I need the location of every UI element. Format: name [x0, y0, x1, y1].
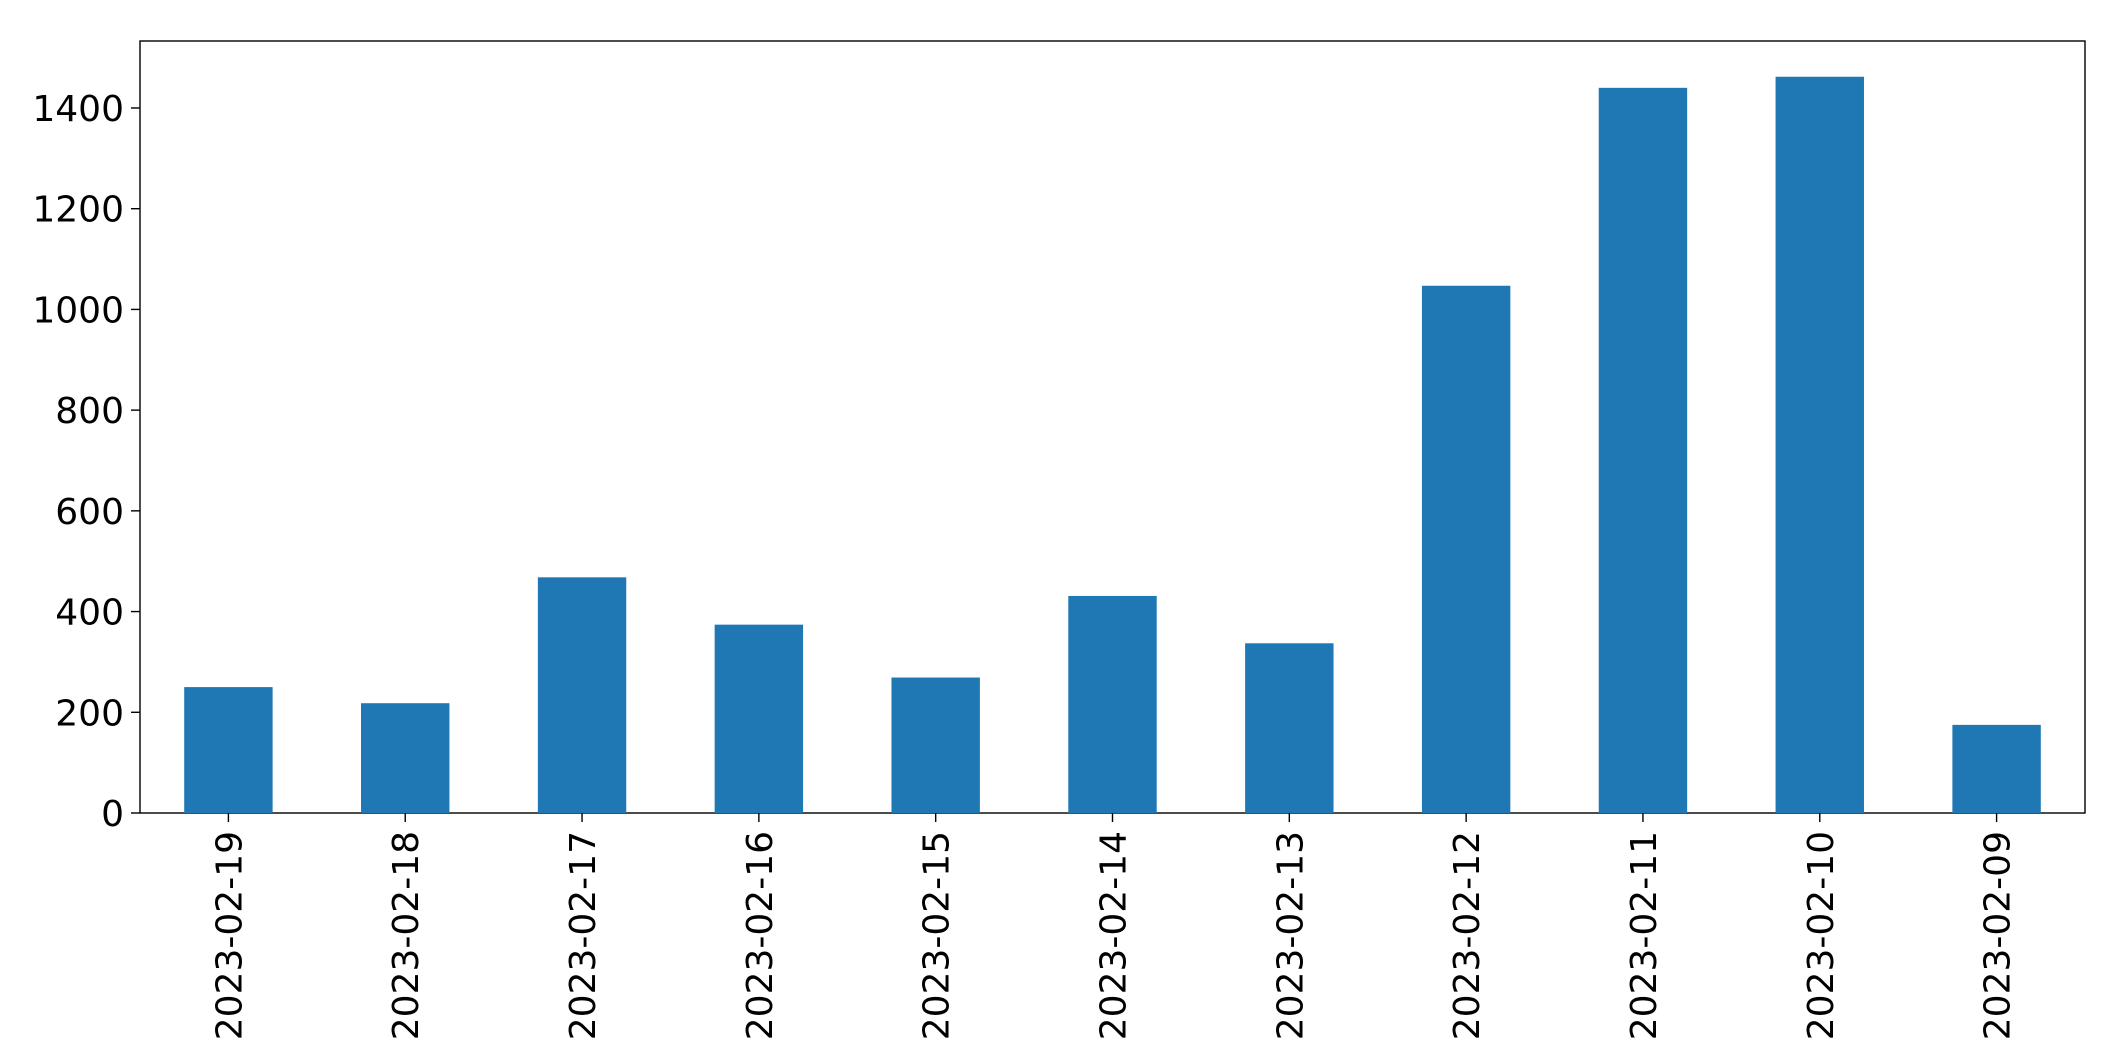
bar: [1068, 595, 1157, 813]
x-tick-label: 2023-02-15: [917, 831, 958, 1040]
y-tick-label: 1000: [32, 290, 124, 331]
bar: [1598, 87, 1688, 813]
y-tick-label: 600: [55, 492, 124, 533]
y-tick-label: 1400: [32, 89, 124, 130]
bar: [714, 624, 804, 813]
y-tick-label: 800: [55, 391, 124, 432]
y-tick-label: 0: [101, 794, 124, 835]
y-tick-label: 400: [55, 593, 124, 634]
bar: [1421, 285, 1511, 813]
x-tick-label: 2023-02-13: [1270, 831, 1311, 1040]
y-tick-label: 1200: [32, 190, 124, 231]
bar: [891, 677, 980, 813]
x-tick-label: 2023-02-10: [1801, 831, 1842, 1040]
bar: [1952, 724, 2041, 813]
y-tick-label: 200: [55, 693, 124, 734]
x-tick-label: 2023-02-14: [1094, 831, 1135, 1040]
x-tick-label: 2023-02-19: [209, 831, 250, 1040]
x-tick-label: 2023-02-17: [563, 831, 604, 1040]
x-tick-label: 2023-02-18: [386, 831, 427, 1040]
x-tick-label: 2023-02-12: [1447, 831, 1488, 1040]
x-tick-label: 2023-02-11: [1624, 831, 1665, 1040]
bar: [361, 703, 450, 813]
x-tick-label: 2023-02-09: [1978, 831, 2019, 1040]
bar: [1775, 76, 1864, 813]
bar: [184, 687, 273, 813]
bar: [537, 577, 627, 813]
x-tick-label: 2023-02-16: [740, 831, 781, 1040]
bar: [1245, 643, 1334, 813]
